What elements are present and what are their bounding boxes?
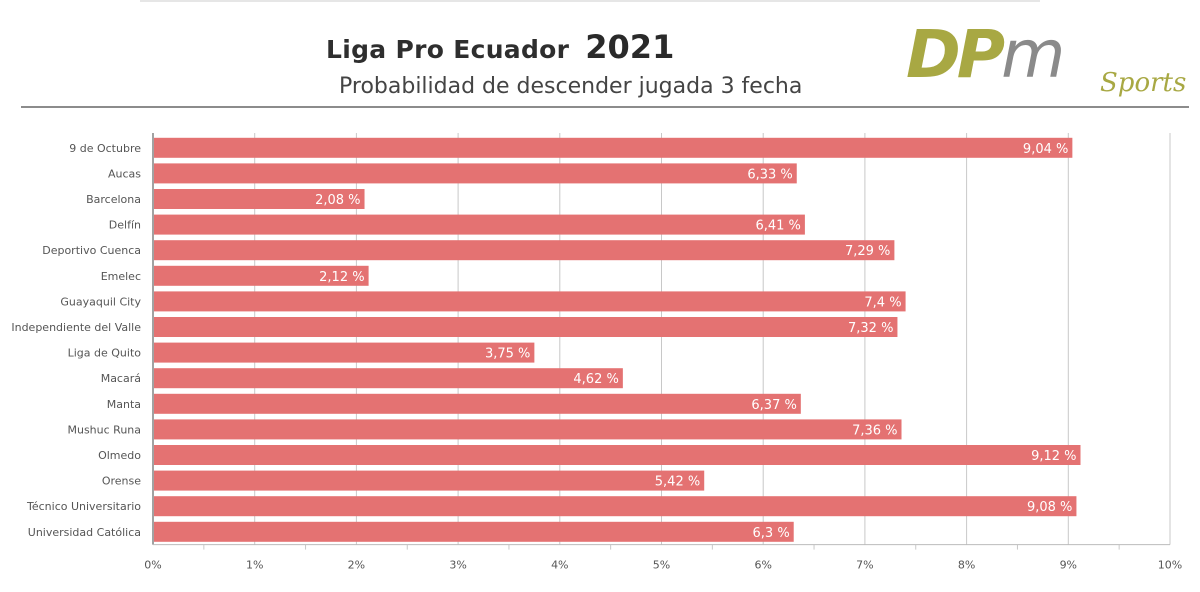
bar-value-label: 5,42 % [655,475,700,490]
logo-wordmark: DPm [906,22,1065,88]
bar-value-label: 7,29 % [845,244,890,259]
bar [154,496,1077,517]
bar [154,137,1073,158]
logo-sports: Sports [1100,68,1187,98]
chart-title: Liga Pro Ecuador 2021 [326,28,674,66]
bar [154,368,623,389]
bar-value-label: 6,3 % [753,526,790,541]
category-label: Técnico Universitario [26,500,141,513]
bar [154,393,801,414]
category-label: Olmedo [98,449,141,462]
bar-value-label: 7,4 % [864,295,901,310]
bar-value-label: 2,08 % [315,193,360,208]
bar-value-label: 3,75 % [485,347,530,362]
category-label: Deportivo Cuenca [42,244,141,257]
x-tick-label: 2% [348,559,365,570]
bar [154,419,902,440]
x-tick-label: 7% [856,559,873,570]
x-tick-label: 0% [144,559,161,570]
bar-value-label: 7,36 % [852,423,897,438]
bar [154,342,535,363]
x-tick-label: 10% [1158,559,1182,570]
bar [154,265,369,286]
category-label: Liga de Quito [68,347,142,360]
dpm-sports-logo: DPm Sports [906,22,1196,106]
chart-subtitle: Probabilidad de descender jugada 3 fecha [339,74,803,99]
x-tick-label: 5% [653,559,670,570]
category-label: Manta [107,398,141,411]
category-label: Independiente del Valle [11,321,141,334]
x-tick-label: 8% [958,559,975,570]
category-label: Emelec [101,270,141,283]
title-text: Liga Pro Ecuador [326,35,570,64]
bar-chart: 0% 1% 2% 3% 4% 5% 6% 7% 8% 9% 10% 9,04 % 9 de Octubr… [11,133,1182,570]
bar-value-label: 4,62 % [573,372,618,387]
category-label: Aucas [108,167,141,180]
logo-m: m [1001,16,1065,93]
x-tick-label: 3% [449,559,466,570]
bar-value-label: 6,41 % [755,219,800,234]
bar [154,445,1081,465]
bar [154,163,797,184]
bar-value-label: 9,04 % [1023,142,1068,157]
top-border [140,0,1040,2]
category-label: Orense [102,475,141,488]
bar-value-label: 6,37 % [751,398,796,413]
x-tick-label: 1% [246,559,263,570]
category-label: 9 de Octubre [69,142,141,155]
x-tick-label: 6% [754,559,771,570]
bar-value-label: 6,33 % [747,167,792,182]
category-label: Delfín [109,219,141,232]
header-divider [21,106,1189,108]
category-label: Universidad Católica [28,526,141,539]
bar-value-label: 7,32 % [848,321,893,336]
category-label: Guayaquil City [60,295,141,308]
bar [154,317,898,337]
bar [154,240,895,261]
bar [154,521,794,542]
bar-value-label: 9,08 % [1027,500,1072,515]
category-label: Mushuc Runa [67,423,141,436]
bar [154,214,805,235]
x-tick-label: 4% [551,559,568,570]
bar [154,291,906,312]
logo-dp: DP [906,16,1005,93]
bar-value-label: 9,12 % [1031,449,1076,464]
category-label: Barcelona [86,193,141,206]
bar [154,189,365,209]
bar-value-label: 2,12 % [319,270,364,285]
title-year: 2021 [585,28,675,66]
bar [154,470,705,491]
x-tick-label: 9% [1060,559,1077,570]
category-label: Macará [101,372,141,385]
